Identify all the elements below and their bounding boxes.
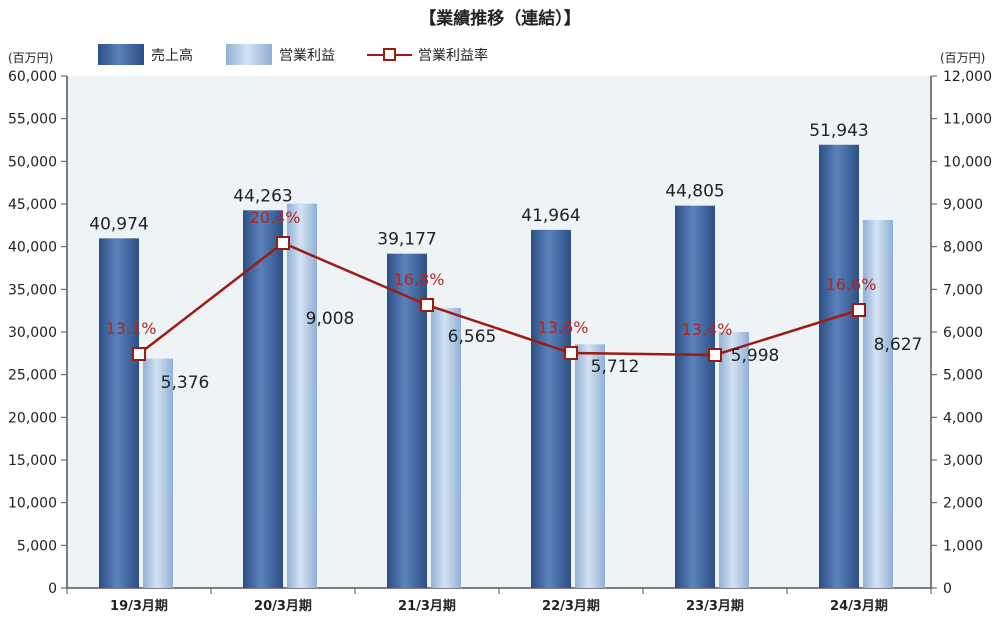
bar-profit — [143, 358, 173, 588]
rate-marker — [564, 346, 578, 360]
bar-profit — [863, 219, 893, 588]
rate-marker — [132, 347, 146, 361]
left-tick-label: 40,000 — [8, 240, 57, 256]
data-label-rate: 20.4% — [250, 208, 301, 227]
plot-area — [67, 76, 931, 588]
data-label-sales: 41,964 — [521, 206, 580, 226]
legend-swatch-profit — [226, 44, 272, 65]
data-label-profit: 9,008 — [306, 309, 355, 329]
left-tick-label: 60,000 — [8, 69, 57, 85]
data-label-sales: 51,943 — [809, 121, 868, 141]
left-tick-label: 10,000 — [8, 496, 57, 512]
x-tick-label: 24/3月期 — [830, 599, 888, 614]
chart-title: 【業績推移（連結）】 — [419, 8, 581, 29]
right-tick-label: 2,000 — [943, 496, 983, 512]
bar-sales — [531, 229, 571, 588]
x-tick-label: 20/3月期 — [254, 599, 312, 614]
right-tick-label: 7,000 — [943, 282, 983, 298]
right-tick-label: 4,000 — [943, 410, 983, 426]
left-tick-label: 5,000 — [17, 538, 57, 554]
right-axis-unit: (百万円) — [940, 51, 985, 65]
rate-marker — [420, 298, 434, 312]
left-tick-label: 30,000 — [8, 325, 57, 341]
data-label-profit: 5,712 — [591, 357, 640, 377]
left-tick-label: 20,000 — [8, 410, 57, 426]
data-label-profit: 5,376 — [161, 373, 210, 393]
rate-marker — [708, 348, 722, 362]
left-axis-unit: (百万円) — [8, 51, 53, 65]
data-label-sales: 44,805 — [665, 182, 724, 202]
legend: 売上高 営業利益 営業利益率 — [98, 44, 488, 65]
left-tick-label: 35,000 — [8, 282, 57, 298]
right-tick-label: 1,000 — [943, 538, 983, 554]
legend-label-profit: 営業利益 — [279, 48, 335, 64]
data-label-rate: 13.1% — [106, 319, 157, 338]
data-label-rate: 16.6% — [826, 275, 877, 294]
data-label-profit: 6,565 — [448, 327, 497, 347]
x-tick-label: 19/3月期 — [110, 599, 168, 614]
right-tick-label: 9,000 — [943, 197, 983, 213]
right-tick-label: 3,000 — [943, 453, 983, 469]
right-tick-label: 0 — [943, 581, 952, 597]
bar-sales — [819, 144, 859, 589]
right-tick-label: 10,000 — [943, 154, 992, 170]
legend-label-sales: 売上高 — [151, 47, 193, 64]
legend-swatch-sales — [98, 44, 144, 65]
left-tick-label: 55,000 — [8, 112, 57, 128]
right-tick-label: 6,000 — [943, 325, 983, 341]
right-tick-label: 8,000 — [943, 240, 983, 256]
bar-profit — [575, 344, 605, 588]
right-tick-label: 11,000 — [943, 112, 992, 128]
right-tick-label: 5,000 — [943, 368, 983, 384]
left-tick-label: 50,000 — [8, 154, 57, 170]
data-label-rate: 13.6% — [538, 318, 589, 337]
bar-profit — [719, 332, 749, 588]
bar-sales — [243, 210, 283, 588]
data-label-sales: 44,263 — [233, 186, 292, 206]
left-tick-label: 0 — [48, 581, 57, 597]
bar-profit — [287, 203, 317, 588]
data-label-profit: 5,998 — [731, 346, 780, 366]
rate-marker — [276, 236, 290, 250]
right-tick-label: 12,000 — [943, 69, 992, 85]
left-tick-label: 15,000 — [8, 453, 57, 469]
data-label-profit: 8,627 — [874, 335, 923, 355]
data-label-rate: 13.4% — [682, 320, 733, 339]
data-label-rate: 16.8% — [394, 270, 445, 289]
rate-line — [138, 241, 860, 357]
x-tick-label: 23/3月期 — [686, 599, 744, 614]
x-tick-label: 21/3月期 — [398, 599, 456, 614]
data-label-sales: 40,974 — [89, 214, 148, 234]
bar-profit — [431, 307, 461, 588]
left-tick-label: 45,000 — [8, 197, 57, 213]
data-label-sales: 39,177 — [377, 230, 436, 250]
legend-label-rate: 営業利益率 — [418, 47, 488, 64]
bar-sales — [675, 205, 715, 588]
rate-marker — [852, 303, 866, 317]
legend-swatch-rate-marker — [383, 48, 396, 61]
x-tick-label: 22/3月期 — [542, 599, 600, 614]
bar-sales — [99, 238, 139, 588]
left-tick-label: 25,000 — [8, 368, 57, 384]
